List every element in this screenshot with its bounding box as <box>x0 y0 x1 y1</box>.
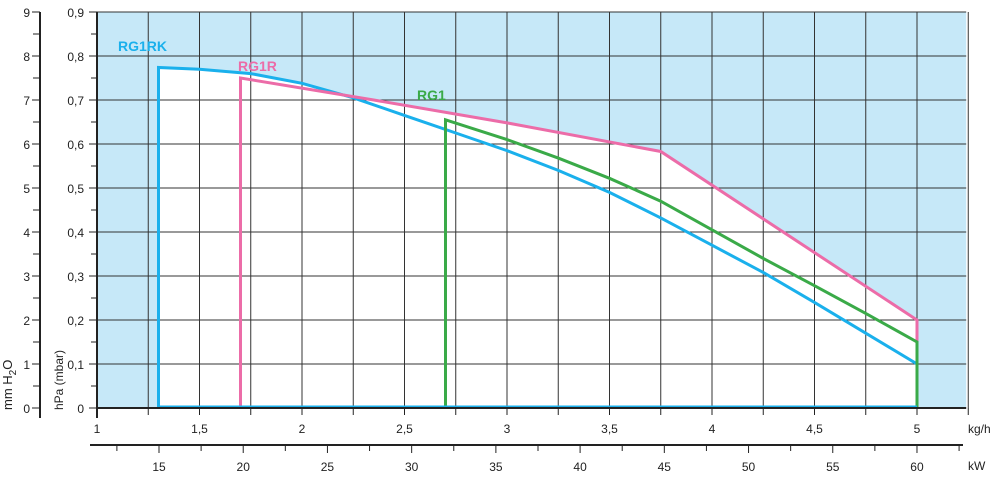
series-line-rg1r <box>239 76 919 408</box>
y-tick-label: 0,4 <box>67 226 84 240</box>
series-label-rg1r: RG1R <box>238 58 277 74</box>
x2-tick-label: 55 <box>826 460 840 474</box>
y2-tick-label: 6 <box>23 138 30 152</box>
y2-tick-label: 4 <box>23 226 30 240</box>
series-label-rg1: RG1 <box>417 87 446 103</box>
x-tick-label: 3 <box>504 422 511 436</box>
x2-tick-label: 15 <box>152 460 166 474</box>
x2-tick-label: 35 <box>489 460 503 474</box>
x-tick-label: 5 <box>914 422 921 436</box>
y-tick-label: 0,3 <box>67 270 84 284</box>
y2-tick-label: 1 <box>23 358 30 372</box>
x-tick-label: 2 <box>299 422 306 436</box>
x-tick-label: 4 <box>709 422 716 436</box>
x-tick-label: 3,5 <box>601 422 618 436</box>
x2-tick-label: 25 <box>321 460 335 474</box>
x-tick-label: 1 <box>94 422 101 436</box>
y2-tick-label: 2 <box>23 314 30 328</box>
y2-tick-label: 8 <box>23 50 30 64</box>
y-axis-label: hPa (mbar) <box>52 350 66 410</box>
y2-axis-label: mm H2O <box>0 360 19 410</box>
y-tick-label: 0 <box>77 402 84 416</box>
y-tick-label: 0,5 <box>67 182 84 196</box>
x2-tick-label: 45 <box>658 460 672 474</box>
x-tick-label: 4,5 <box>806 422 823 436</box>
y-tick-label: 0,6 <box>67 138 84 152</box>
y2-tick-label: 5 <box>23 182 30 196</box>
y2-tick-label: 9 <box>23 6 30 20</box>
series-line-rg1rk <box>157 65 919 408</box>
series-line-rg1 <box>444 117 919 408</box>
x2-tick-label: 40 <box>573 460 587 474</box>
x-tick-label: 2,5 <box>396 422 413 436</box>
x2-tick-label: 50 <box>742 460 756 474</box>
x2-tick-label: 20 <box>237 460 251 474</box>
y2-tick-label: 3 <box>23 270 30 284</box>
y-tick-label: 0,8 <box>67 50 84 64</box>
y-tick-label: 0,1 <box>67 358 84 372</box>
x2-tick-label: 30 <box>405 460 419 474</box>
y-tick-label: 0,7 <box>67 94 84 108</box>
y-tick-label: 0,2 <box>67 314 84 328</box>
envelope-fill-rg1 <box>445 119 917 409</box>
y-tick-label: 0,9 <box>67 6 84 20</box>
x-axis-label: kg/h <box>968 422 991 436</box>
x2-axis-label: kW <box>968 459 986 473</box>
y2-tick-label: 0 <box>23 402 30 416</box>
series-label-rg1rk: RG1RK <box>118 38 167 54</box>
y2-tick-label: 7 <box>23 94 30 108</box>
x-tick-label: 1,5 <box>191 422 208 436</box>
x2-tick-label: 60 <box>910 460 924 474</box>
